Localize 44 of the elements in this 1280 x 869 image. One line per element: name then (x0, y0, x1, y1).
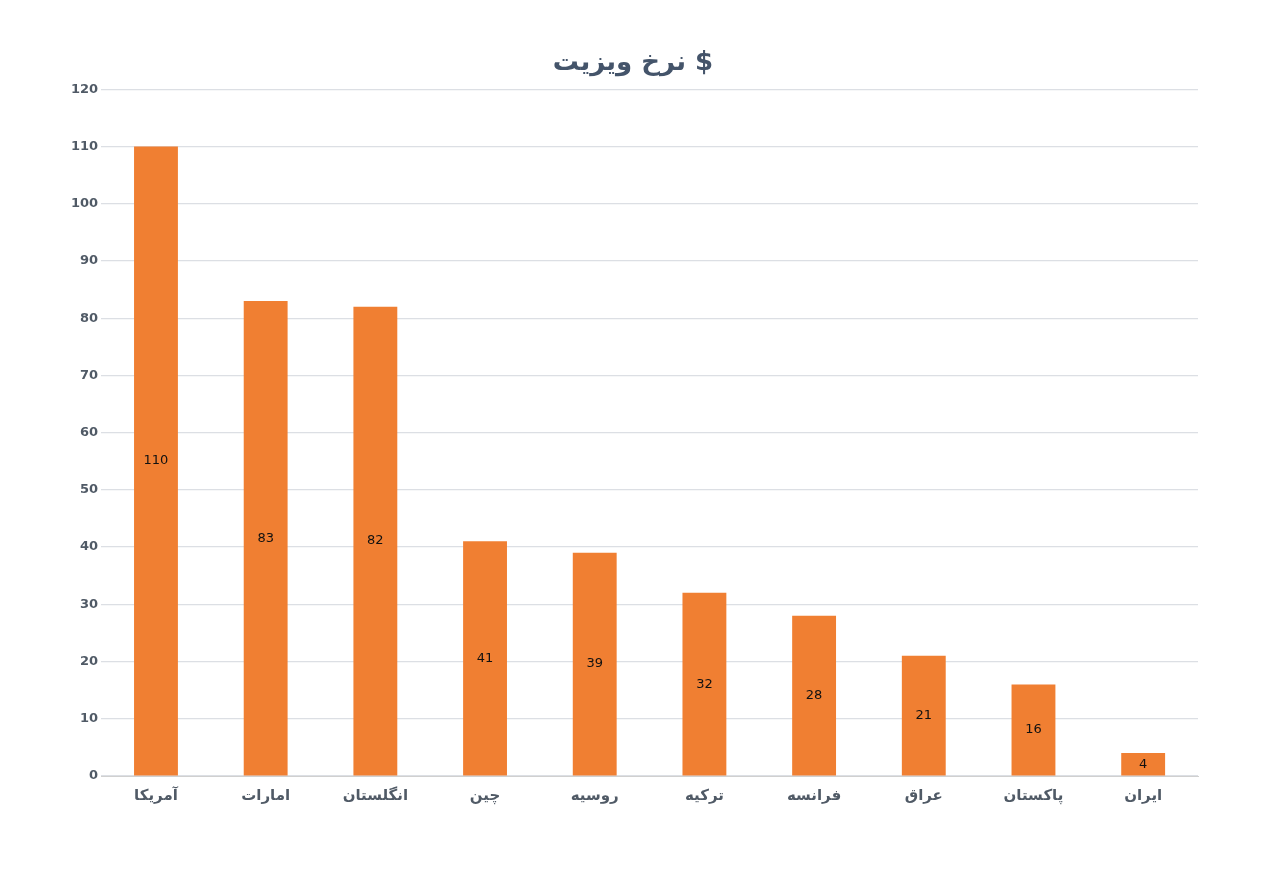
bar (901, 655, 946, 776)
bar (1121, 753, 1166, 776)
y-tick-label: 0 (89, 767, 99, 783)
data-label: 21 (915, 706, 933, 722)
data-label: 4 (1139, 755, 1148, 771)
x-tick-label: چین (469, 785, 501, 805)
x-tick-label: ایران (1124, 785, 1163, 804)
y-tick-label: 60 (80, 423, 99, 439)
y-tick-label: 20 (80, 652, 99, 668)
bar (463, 541, 507, 776)
data-label: 16 (1025, 721, 1042, 737)
data-label: 32 (696, 675, 713, 691)
data-label: 39 (586, 655, 603, 671)
chart-title: نرخ ویزیت $ (552, 46, 714, 78)
y-tick-label: 120 (71, 80, 99, 96)
data-label: 28 (805, 686, 823, 702)
y-tick-label: 100 (71, 195, 99, 211)
bar (682, 592, 727, 776)
x-tick-label: آمریکا (134, 785, 179, 804)
x-tick-label: انگلستان (342, 785, 409, 804)
y-tick-label: 30 (80, 595, 99, 611)
bar (572, 552, 617, 776)
y-tick-label: 50 (80, 481, 99, 497)
y-tick-label: 110 (71, 137, 99, 153)
bar (792, 615, 837, 776)
data-label: 82 (367, 532, 384, 548)
data-label: 110 (143, 452, 169, 468)
y-tick-label: 10 (80, 710, 99, 726)
x-tick-label: روسیه (570, 785, 619, 804)
data-label: 83 (257, 529, 274, 545)
y-tick-label: 80 (80, 309, 99, 325)
bar (353, 306, 398, 776)
y-tick-label: 90 (80, 252, 99, 268)
y-tick-label: 40 (80, 538, 99, 554)
x-tick-label: امارات (241, 785, 291, 804)
x-tick-label: فرانسه (786, 785, 842, 804)
bar (1011, 684, 1056, 776)
x-tick-label: پاکستان (1003, 785, 1064, 805)
x-tick-label: عراق (904, 785, 943, 804)
bar (243, 300, 288, 776)
data-label: 41 (476, 649, 494, 665)
bar (134, 146, 178, 776)
y-tick-label: 70 (80, 366, 99, 382)
x-tick-label: ترکیه (684, 785, 724, 804)
